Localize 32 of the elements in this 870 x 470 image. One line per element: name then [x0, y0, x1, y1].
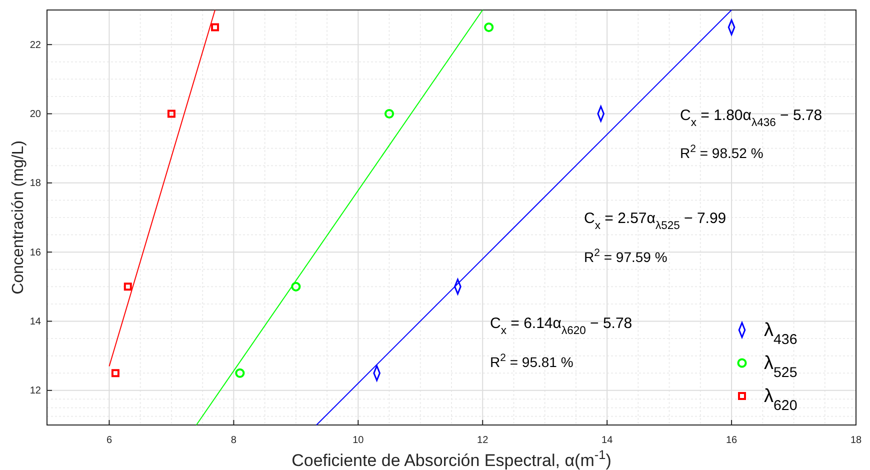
point	[291, 282, 301, 292]
annotation: R$^{2}$ = 97.59 %	[584, 247, 668, 265]
point	[384, 108, 394, 119]
legend-label: λ$_{620}$	[764, 386, 798, 414]
annotation: C$_{x}$ = 6.14α$_{λ620}$ − 5.78	[490, 315, 632, 337]
point	[235, 368, 245, 378]
x-tick-label: 6	[106, 435, 112, 446]
y-tick-label: 14	[30, 316, 42, 328]
y-tick-label: 16	[30, 247, 42, 258]
annotation: R$^{2}$ = 98.52 %	[680, 143, 764, 161]
point	[211, 23, 220, 32]
x-tick-label: 10	[352, 435, 364, 446]
legend-label: λ$_{436}$	[764, 320, 798, 348]
x-tick-label: 14	[602, 435, 614, 446]
annotation: C$_{x}$ = 1.80α$_{λ436}$ − 5.78	[680, 107, 822, 129]
y-tick-label: 20	[30, 108, 42, 120]
x-tick-label: 12	[477, 435, 489, 446]
point	[484, 22, 494, 32]
annotation: C$_{x}$ = 2.57α$_{λ525}$ − 7.99	[584, 210, 726, 232]
y-axis-title: Concentración (mg/L)	[10, 140, 27, 294]
point	[111, 369, 120, 378]
legend-label: λ$_{525}$	[764, 353, 798, 381]
y-tick-label: 18	[30, 178, 42, 190]
x-axis-title: Coeficiente de Absorción Espectral, α(m$^{-1}$)	[292, 446, 612, 470]
y-tick-label: 22	[30, 40, 42, 51]
x-tick-label: 16	[726, 435, 738, 446]
y-tick-label: 12	[30, 386, 42, 397]
x-tick-label: 8	[230, 435, 237, 446]
point	[124, 282, 132, 291]
point	[167, 110, 176, 118]
x-tick-label: 18	[850, 435, 862, 446]
annotation: R$^{2}$ = 95.81 %	[490, 352, 574, 370]
